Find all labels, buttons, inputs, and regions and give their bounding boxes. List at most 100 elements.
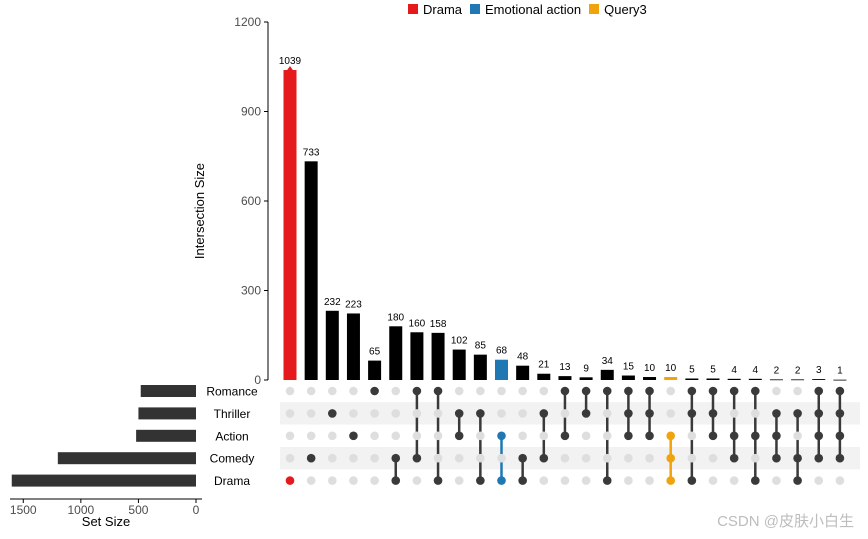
bar-value-label: 232 [324,297,341,308]
intersection-bar [706,378,720,380]
matrix-dot-active [751,431,760,441]
matrix-dot-inactive [391,431,401,441]
matrix-dot-inactive [370,431,379,441]
intersection-bar [431,332,445,380]
matrix-dot-active [518,476,527,485]
matrix-dot-inactive [518,431,527,441]
bar-value-label: 180 [387,312,404,323]
bar-value-label: 68 [496,346,508,357]
matrix-dot-active [391,476,401,485]
matrix-dot-active [729,386,739,396]
matrix-dot-active [729,431,739,441]
set-label: Thriller [214,407,251,421]
matrix-dot-active [708,409,718,418]
set-label: Action [215,429,248,443]
matrix-dot-inactive [349,409,358,418]
legend-swatch-query3 [589,4,600,14]
intersection-bar [727,378,741,380]
intersection-bar [473,354,487,380]
matrix-dot-inactive [539,386,549,396]
intersection-bar [537,373,551,380]
matrix-dot-active [433,476,443,485]
intersection-bar [452,349,466,380]
intersection-bar [833,379,847,381]
bar-value-label: 34 [602,356,614,367]
intersection-bar [558,376,572,380]
bar-value-label: 223 [345,299,362,310]
matrix-dot-active [454,431,464,441]
legend-label-emotional-action: Emotional action [485,1,582,17]
matrix-dot-inactive [433,431,443,441]
matrix-dot-active [328,409,337,418]
set-size-bar [140,385,196,397]
bar-value-label: 48 [517,352,529,363]
set-size-tick-label: 500 [128,503,148,517]
intersection-bar [304,161,318,380]
bar-value-label: 15 [623,362,635,373]
matrix-dot-inactive [772,386,781,396]
set-size-bar [11,474,197,487]
matrix-dot-inactive [497,386,506,396]
matrix-dot-inactive [793,386,802,396]
matrix-dot-inactive [560,476,570,485]
matrix-dot-active [751,386,760,396]
y-tick-label: 1200 [234,15,261,29]
set-label: Drama [214,474,250,488]
matrix-dot-inactive [306,431,316,441]
matrix-dot-active [306,453,316,463]
set-size-axis-title: Set Size [82,514,130,529]
bar-value-label: 5 [689,365,695,376]
intersection-bar [325,310,339,380]
bar-value-label: 5 [710,365,716,376]
intersection-bar [389,326,403,380]
matrix-dot-inactive [560,453,570,463]
matrix-dot-active [793,453,802,463]
bar-value-label: 9 [583,363,589,374]
matrix-dot-active [602,386,612,396]
y-tick-label: 900 [241,105,261,119]
y-tick-label: 600 [241,194,261,208]
matrix-dot-active [772,453,781,463]
matrix-dot-active [835,431,845,441]
matrix-dot-inactive [328,476,337,485]
matrix-dot-inactive [751,453,760,463]
matrix-dot-inactive [793,431,802,441]
matrix-dot-active [560,386,570,396]
bar-value-label: 160 [409,318,426,329]
matrix-dot-inactive [687,431,697,441]
matrix-dot-active [645,431,654,441]
set-size-tick-label: 0 [193,503,200,517]
matrix-dot-inactive [518,386,527,396]
set-size-tick-label: 1500 [10,503,37,517]
matrix-dot-inactive [666,409,675,418]
matrix-dot-inactive [412,431,422,441]
matrix-dot-inactive [391,409,401,418]
matrix-dot-inactive [645,453,654,463]
intersection-bar [283,70,297,380]
matrix-dot-active [751,476,760,485]
matrix-dot-inactive [624,453,633,463]
matrix-dot-inactive [454,453,464,463]
bar-value-label: 4 [753,365,759,376]
bar-value-label: 65 [369,347,381,358]
matrix-dot-inactive [285,386,295,396]
matrix-dot-inactive [814,476,824,485]
matrix-dot-active [666,431,675,441]
bar-value-label: 733 [303,147,320,158]
matrix-dot-active [624,409,633,418]
matrix-dot-inactive [666,386,675,396]
y-tick-label: 300 [241,284,261,298]
matrix-dot-inactive [751,409,760,418]
matrix-dot-active [370,386,379,396]
matrix-dot-inactive [497,453,506,463]
legend-item-drama: Drama [408,2,462,17]
legend-item-emotional-action: Emotional action [470,2,581,17]
matrix-dot-inactive [687,453,697,463]
matrix-dot-active [645,409,654,418]
intersection-bar [748,378,762,380]
matrix-row-stripe [280,402,860,425]
bar-value-label: 4 [731,365,737,376]
matrix-dot-inactive [328,453,337,463]
intersection-bar [791,379,805,381]
